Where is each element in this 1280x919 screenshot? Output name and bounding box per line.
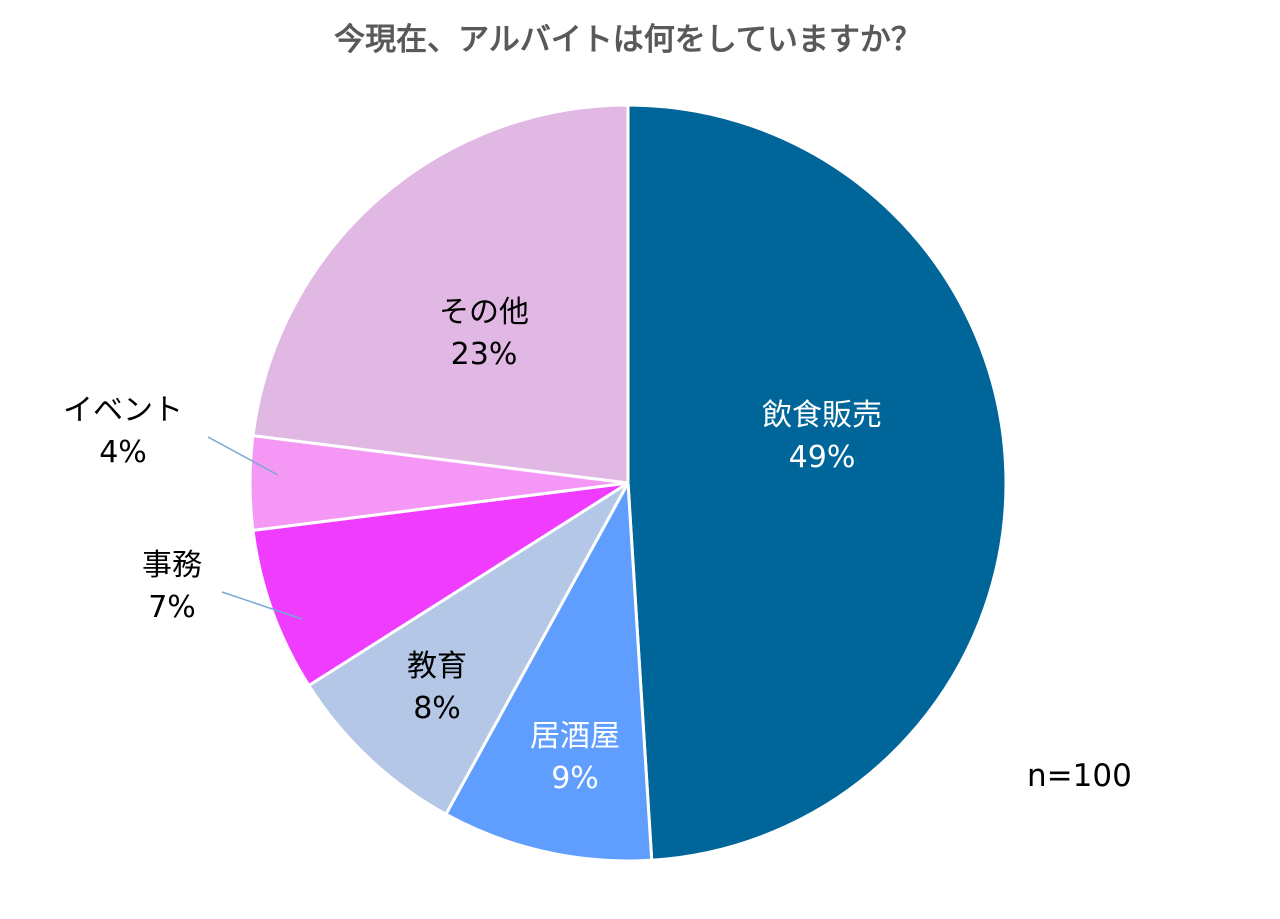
- slice-label: 事務: [142, 548, 202, 583]
- chart-title: 今現在、アルバイトは何をしていますか？: [334, 22, 922, 58]
- slice-label: その他: [439, 295, 529, 330]
- leader-line-office: [221, 591, 303, 620]
- slice-percent: 4%: [99, 435, 147, 470]
- slice-label: 居酒屋: [530, 719, 620, 754]
- pie-slice-3: [251, 481, 629, 688]
- leader-line-event: [207, 436, 279, 476]
- slice-percent: 9%: [551, 761, 599, 796]
- pie-slice-1: [443, 477, 654, 863]
- slice-percent: 7%: [148, 590, 196, 625]
- data-label-office: 事務 7%: [142, 545, 202, 629]
- slice-percent: 8%: [413, 691, 461, 726]
- pie-slice-5: [251, 103, 630, 485]
- data-label-education: 教育 8%: [407, 646, 467, 730]
- slice-percent: 23%: [450, 337, 518, 372]
- data-label-event: イベント 4%: [63, 390, 183, 474]
- data-label-other: その他 23%: [439, 292, 529, 376]
- slice-label: イベント: [63, 393, 183, 428]
- data-label-food-sales: 飲食販売 49%: [762, 395, 882, 479]
- sample-size-note: n=100: [1027, 758, 1132, 794]
- pie-slice-0: [626, 103, 1008, 862]
- slice-percent: 49%: [788, 440, 856, 475]
- pie-slice-2: [306, 481, 630, 817]
- data-label-izakaya: 居酒屋 9%: [530, 716, 620, 800]
- slice-label: 教育: [407, 649, 467, 684]
- slice-label: 飲食販売: [762, 398, 882, 433]
